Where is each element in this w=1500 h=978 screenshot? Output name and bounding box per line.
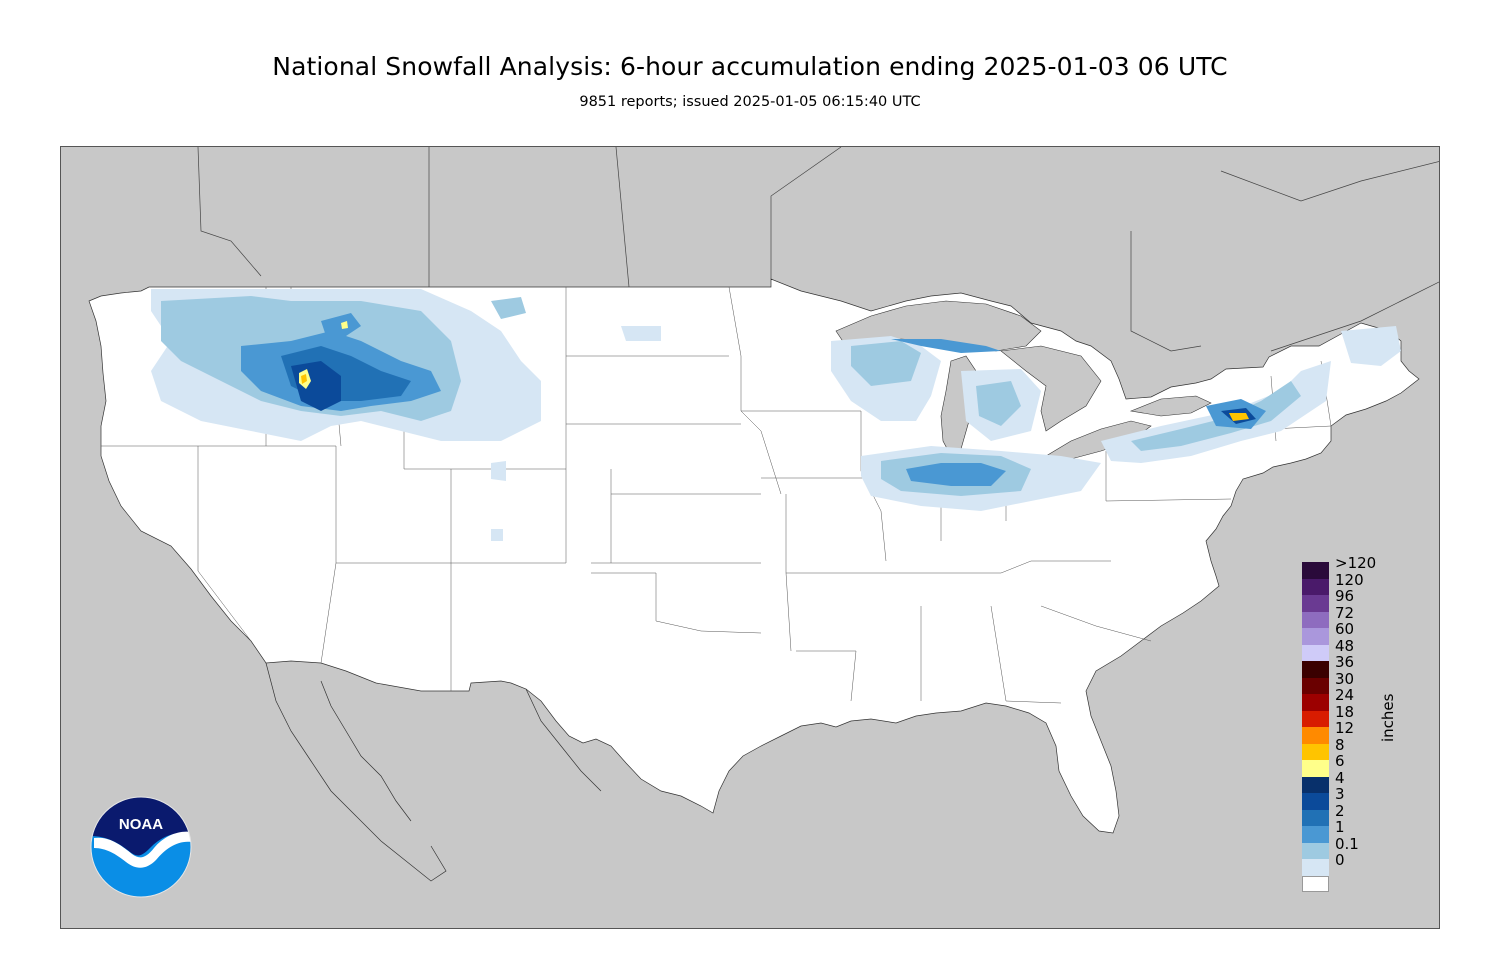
- legend-label: 0.1: [1335, 834, 1359, 853]
- lake-huron: [1000, 345, 1102, 432]
- legend-label: 8: [1335, 735, 1345, 754]
- lake-erie: [1045, 420, 1152, 460]
- noaa-logo-text: NOAA: [119, 816, 163, 833]
- legend-swatch: [1302, 578, 1329, 595]
- map-title: National Snowfall Analysis: 6-hour accum…: [272, 52, 1228, 81]
- snowfall-map: [60, 146, 1440, 929]
- international-borders: [197, 147, 1439, 352]
- legend-units-label: inches: [1379, 693, 1397, 742]
- legend-label: 18: [1335, 702, 1355, 721]
- legend-label: 4: [1335, 768, 1345, 787]
- legend-swatch: [1302, 628, 1329, 645]
- legend-swatch: [1302, 793, 1329, 810]
- legend-swatch: [1302, 859, 1329, 876]
- legend-swatch: [1302, 661, 1329, 678]
- snowfall-shading: [151, 289, 1401, 541]
- legend-label: 2: [1335, 801, 1345, 820]
- legend-label: >120: [1335, 554, 1377, 572]
- legend-swatch: [1302, 710, 1329, 727]
- legend-label: 72: [1335, 603, 1355, 622]
- legend-swatch: [1302, 743, 1329, 760]
- legend-swatch: [1302, 727, 1329, 744]
- noaa-logo-icon: NOAA: [90, 796, 192, 898]
- legend-label: 36: [1335, 653, 1355, 671]
- legend-swatch: [1302, 760, 1329, 777]
- legend-swatch: [1302, 826, 1329, 843]
- legend-label: 12: [1335, 719, 1355, 737]
- legend-label: 48: [1335, 636, 1355, 655]
- legend-swatch: [1302, 595, 1329, 612]
- legend-label: 3: [1335, 785, 1345, 803]
- legend-label: 1: [1335, 818, 1345, 836]
- legend-swatch: [1302, 611, 1329, 628]
- mexico-coastline: [265, 662, 602, 882]
- lake-ontario: [1129, 395, 1212, 417]
- legend-label: 24: [1335, 686, 1355, 704]
- legend-swatch: [1302, 694, 1329, 711]
- map-subtitle: 9851 reports; issued 2025-01-05 06:15:40…: [579, 94, 921, 110]
- legend-label: 30: [1335, 669, 1355, 688]
- legend-swatch: [1302, 644, 1329, 661]
- legend-swatch: [1302, 875, 1329, 892]
- legend-label: 60: [1335, 620, 1355, 638]
- legend-label: 0: [1335, 851, 1345, 869]
- legend-label: 96: [1335, 587, 1355, 605]
- legend-swatch: [1302, 842, 1329, 859]
- legend-swatch: [1302, 677, 1329, 694]
- legend-swatch: [1302, 809, 1329, 826]
- legend-swatch: [1302, 776, 1329, 793]
- legend-label: 120: [1335, 570, 1364, 589]
- legend-label: 6: [1335, 752, 1345, 770]
- snowfall-map-svg: [88, 147, 1439, 882]
- legend-swatch: [1302, 562, 1329, 579]
